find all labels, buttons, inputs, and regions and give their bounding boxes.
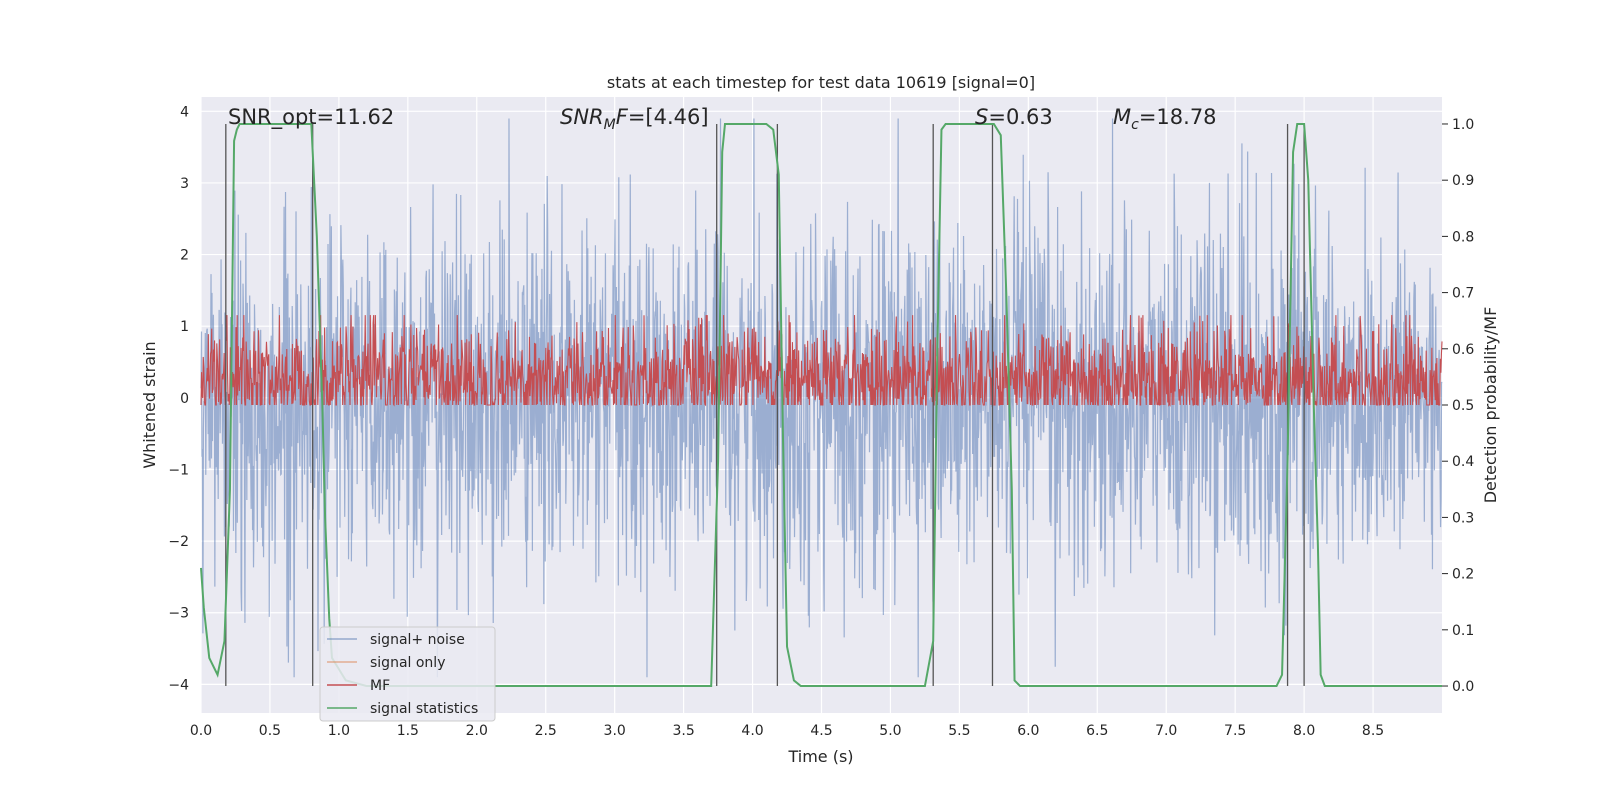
y2-tick-label-3: 0.7 [1452, 286, 1474, 302]
annotation-snr-mf-subscript: M [604, 117, 616, 133]
line-signal-plus-noise [200, 118, 1443, 678]
x-tick-label-11: 5.5 [948, 723, 970, 739]
x-tick-label-4: 2.0 [466, 723, 488, 739]
annotation-snr-mf-symbol: SNR [560, 105, 604, 129]
x-tick-label-15: 7.5 [1224, 723, 1246, 739]
annotation-s: S=0.63 [975, 105, 1053, 129]
x-tick-label-12: 6.0 [1017, 723, 1039, 739]
annotation-mc: Mc=18.78 [1113, 105, 1217, 133]
annotation-snr-mf-value: =[4.46] [628, 105, 709, 129]
x-axis-ticks: 0.0 0.5 1.0 1.5 2.0 2.5 3.0 3.5 4.0 4.5 5.0 5.5 6.0 6… [190, 723, 1384, 739]
x-tick-label-6: 3.0 [604, 723, 626, 739]
y2-tick-label-8: 0.2 [1452, 567, 1474, 583]
y-tick-label-3: 1 [180, 319, 189, 335]
y-tick-label-5: −1 [168, 462, 189, 478]
line-mf [200, 315, 1443, 407]
y-axis-ticks: 4 3 2 1 0 −1 −2 −3 −4 [168, 104, 189, 693]
x-tick-label-0: 0.0 [190, 723, 212, 739]
annotation-snr-mf: SNRMF=[4.46] [560, 105, 709, 133]
y-tick-label-4: 0 [180, 391, 189, 407]
y2-tick-label-1: 0.9 [1452, 173, 1474, 189]
y-tick-label-8: −4 [168, 677, 189, 693]
x-tick-label-2: 1.0 [328, 723, 350, 739]
legend-label-signal-only: signal only [370, 655, 445, 671]
legend-label-signal-plus-noise: signal+ noise [370, 632, 465, 648]
y2-axis-ticks: 1.0 0.9 0.8 0.7 0.6 0.5 0.4 0.3 0.2 0.1 0.0 [1442, 117, 1474, 695]
y2-tick-label-9: 0.1 [1452, 623, 1474, 639]
series-signal-statistics [200, 122, 1442, 688]
annotation-snr-mf-symbol2: F [616, 105, 629, 129]
x-tick-label-13: 6.5 [1086, 723, 1108, 739]
y-tick-label-1: 3 [180, 176, 189, 192]
annotation-mc-subscript: c [1131, 117, 1139, 133]
x-tick-label-10: 5.0 [879, 723, 901, 739]
line-signal-statistics [200, 122, 1442, 688]
vertical-markers [225, 123, 1305, 687]
y-axis-label: Whitened strain [140, 341, 159, 468]
y2-tick-label-4: 0.6 [1452, 342, 1474, 358]
y2-tick-label-0: 1.0 [1452, 117, 1474, 133]
y-tick-label-6: −2 [168, 534, 189, 550]
x-tick-label-16: 8.0 [1293, 723, 1315, 739]
legend-label-mf: MF [370, 678, 390, 694]
y2-tick-label-7: 0.3 [1452, 510, 1474, 526]
annotation-s-symbol: S [975, 105, 988, 129]
x-tick-label-7: 3.5 [672, 723, 694, 739]
legend-box [319, 626, 496, 722]
series-signal-plus-noise [200, 118, 1443, 678]
series-mf [200, 315, 1443, 407]
y2-tick-label-10: 0.0 [1452, 679, 1474, 695]
y2-tick-label-6: 0.4 [1452, 454, 1474, 470]
chart-title: stats at each timestep for test data 106… [607, 73, 1035, 92]
y2-tick-label-2: 0.8 [1452, 229, 1474, 245]
y2-tick-label-5: 0.5 [1452, 398, 1474, 414]
legend-label-signal-statistics: signal statistics [370, 701, 478, 717]
x-tick-label-5: 2.5 [535, 723, 557, 739]
x-tick-label-1: 0.5 [259, 723, 281, 739]
annotation-mc-value: =18.78 [1139, 105, 1217, 129]
y-tick-label-2: 2 [180, 248, 189, 264]
y2-axis-label: Detection probability/MF [1481, 307, 1500, 504]
x-axis-label: Time (s) [787, 747, 853, 766]
x-tick-label-17: 8.5 [1362, 723, 1384, 739]
x-tick-label-9: 4.5 [810, 723, 832, 739]
x-tick-label-8: 4.0 [741, 723, 763, 739]
x-tick-label-14: 7.0 [1155, 723, 1177, 739]
annotation-s-value: =0.63 [988, 105, 1052, 129]
y-tick-label-7: −3 [168, 606, 189, 622]
x-tick-label-3: 1.5 [397, 723, 419, 739]
y-tick-label-0: 4 [180, 104, 189, 120]
annotation-snr-opt: SNR_opt=11.62 [228, 105, 394, 130]
legend: signal+ noise signal only MF signal stat… [319, 626, 496, 722]
annotation-mc-symbol: M [1113, 105, 1131, 129]
